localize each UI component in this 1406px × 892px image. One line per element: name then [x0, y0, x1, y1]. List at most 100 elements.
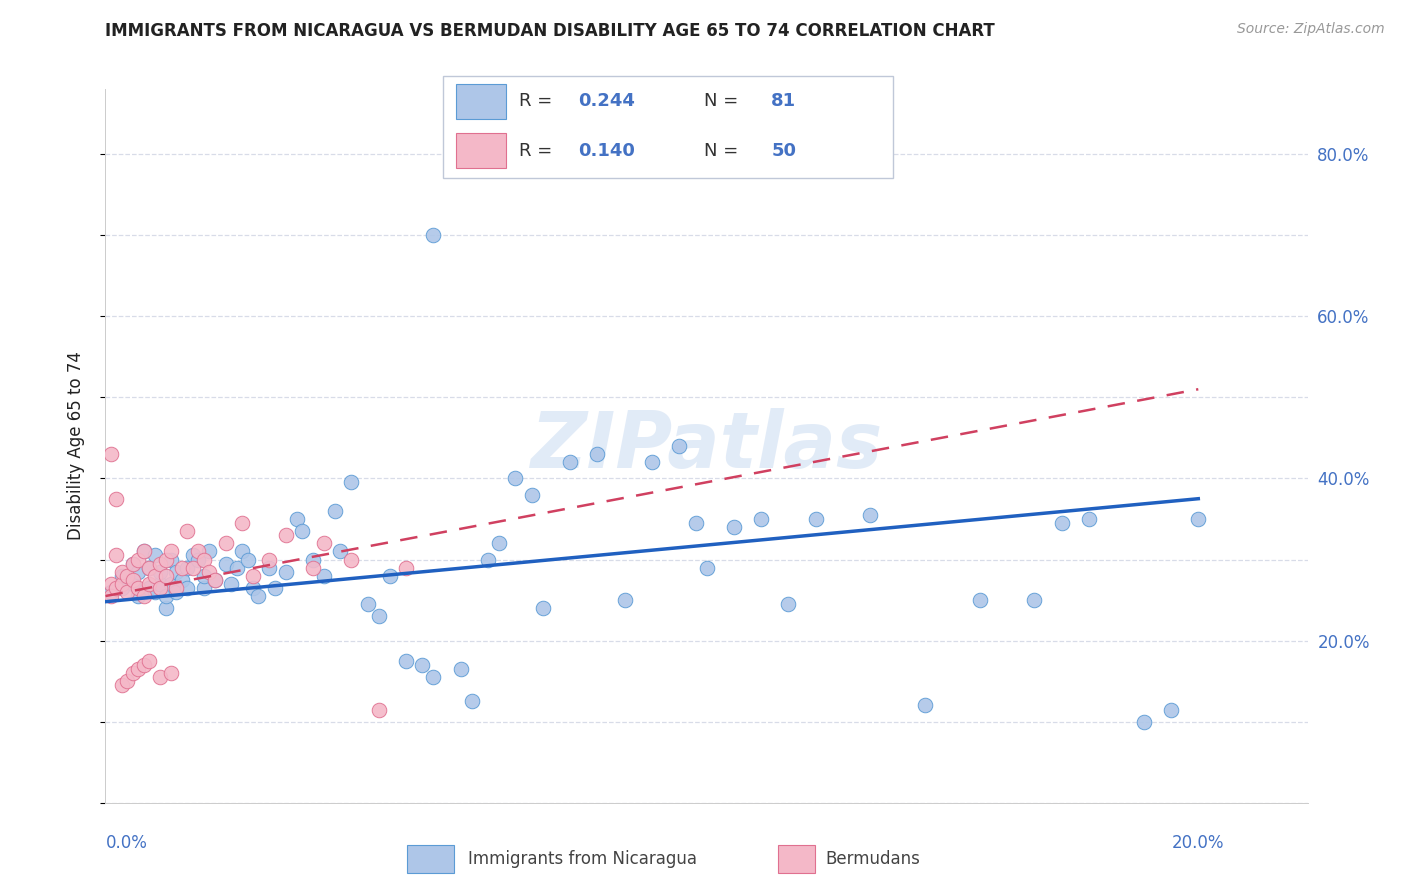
Point	[105, 491, 128, 506]
Point	[367, 702, 389, 716]
Point	[170, 560, 193, 574]
Point	[1024, 593, 1046, 607]
Point	[214, 536, 236, 550]
Point	[138, 560, 160, 574]
Point	[105, 581, 128, 595]
Point	[668, 439, 690, 453]
Point	[274, 528, 297, 542]
Point	[170, 573, 193, 587]
Point	[263, 581, 285, 595]
Point	[914, 698, 936, 713]
FancyBboxPatch shape	[779, 845, 815, 873]
Point	[613, 593, 636, 607]
Point	[329, 544, 352, 558]
Text: Bermudans: Bermudans	[825, 849, 921, 868]
Point	[132, 657, 155, 672]
Point	[214, 557, 236, 571]
Point	[100, 447, 122, 461]
Point	[149, 581, 172, 595]
Point	[176, 581, 198, 595]
Point	[1132, 714, 1154, 729]
Point	[160, 577, 183, 591]
Point	[132, 589, 155, 603]
Point	[117, 585, 139, 599]
Point	[204, 573, 226, 587]
Point	[143, 549, 166, 563]
Point	[340, 475, 363, 490]
Y-axis label: Disability Age 65 to 74: Disability Age 65 to 74	[66, 351, 84, 541]
Point	[395, 654, 418, 668]
Point	[274, 565, 297, 579]
Point	[242, 568, 264, 582]
Point	[804, 512, 827, 526]
FancyBboxPatch shape	[457, 133, 506, 168]
Point	[520, 488, 543, 502]
Point	[121, 666, 143, 681]
Point	[193, 581, 215, 595]
Point	[340, 552, 363, 566]
Point	[242, 581, 264, 595]
Point	[302, 552, 325, 566]
Point	[460, 694, 482, 708]
Text: IMMIGRANTS FROM NICARAGUA VS BERMUDAN DISABILITY AGE 65 TO 74 CORRELATION CHART: IMMIGRANTS FROM NICARAGUA VS BERMUDAN DI…	[105, 22, 995, 40]
Point	[531, 601, 554, 615]
Point	[749, 512, 772, 526]
Point	[121, 577, 143, 591]
Text: 81: 81	[772, 93, 796, 111]
Point	[187, 552, 209, 566]
Point	[641, 455, 664, 469]
Point	[367, 609, 389, 624]
Point	[149, 577, 172, 591]
Text: R =: R =	[519, 93, 558, 111]
Point	[160, 666, 183, 681]
FancyBboxPatch shape	[443, 76, 893, 178]
Point	[1078, 512, 1101, 526]
Point	[138, 654, 160, 668]
Point	[291, 524, 314, 538]
Point	[236, 552, 259, 566]
Point	[1160, 702, 1182, 716]
Point	[357, 597, 380, 611]
Point	[160, 544, 183, 558]
Point	[143, 585, 166, 599]
Point	[778, 597, 800, 611]
Point	[859, 508, 882, 522]
Point	[155, 601, 177, 615]
Text: 50: 50	[772, 142, 796, 160]
Point	[302, 560, 325, 574]
Point	[696, 560, 718, 574]
Text: ZIPatlas: ZIPatlas	[530, 408, 883, 484]
Point	[450, 662, 472, 676]
Text: 0.0%: 0.0%	[105, 834, 148, 852]
Point	[155, 589, 177, 603]
Point	[155, 568, 177, 582]
Point	[132, 544, 155, 558]
Point	[181, 549, 204, 563]
Point	[138, 577, 160, 591]
Point	[503, 471, 526, 485]
Point	[558, 455, 581, 469]
Point	[181, 560, 204, 574]
Point	[477, 552, 499, 566]
Point	[138, 560, 160, 574]
FancyBboxPatch shape	[457, 84, 506, 119]
Point	[127, 589, 149, 603]
Point	[143, 568, 166, 582]
Point	[231, 544, 253, 558]
Point	[111, 678, 134, 692]
Point	[176, 524, 198, 538]
Point	[117, 674, 139, 689]
Point	[969, 593, 991, 607]
Point	[411, 657, 433, 672]
Point	[132, 544, 155, 558]
Text: Immigrants from Nicaragua: Immigrants from Nicaragua	[468, 849, 697, 868]
Point	[127, 552, 149, 566]
Point	[121, 557, 143, 571]
Point	[132, 585, 155, 599]
Point	[105, 549, 128, 563]
Point	[160, 552, 183, 566]
Point	[149, 670, 172, 684]
Point	[193, 568, 215, 582]
Point	[176, 560, 198, 574]
Point	[488, 536, 510, 550]
